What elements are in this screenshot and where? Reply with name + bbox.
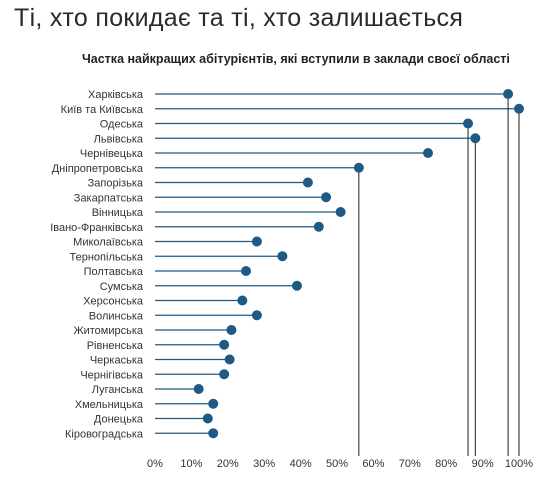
data-point — [514, 103, 524, 114]
data-point — [503, 89, 514, 99]
data-point — [193, 384, 204, 394]
category-label: Волинська — [89, 310, 144, 322]
category-label: Тернопільська — [70, 251, 144, 263]
x-tick-label: 100% — [505, 458, 533, 470]
category-label: Житомирська — [73, 325, 143, 337]
category-label: Рівненська — [87, 340, 144, 352]
category-label: Харківська — [88, 89, 144, 101]
data-point — [302, 177, 313, 188]
stem-layer — [155, 93, 519, 434]
data-point — [202, 413, 213, 424]
category-label: Чернівецька — [80, 148, 144, 160]
category-label: Дніпропетровська — [52, 163, 144, 175]
category-labels: Харківська Київ та Київська Одеська Львівсь… — [50, 89, 144, 440]
category-label: Полтавська — [84, 266, 144, 278]
category-label: Миколаївська — [73, 237, 144, 249]
data-point — [208, 398, 219, 409]
x-tick-label: 0% — [147, 458, 163, 470]
x-tick-label: 10% — [180, 458, 202, 470]
marker-layer — [193, 89, 524, 439]
category-label: Закарпатська — [74, 192, 144, 204]
x-tick-label: 80% — [435, 458, 457, 470]
data-point — [423, 148, 433, 158]
category-label: Вінницька — [92, 207, 144, 219]
data-point — [291, 280, 302, 291]
category-label: Хмельницька — [75, 399, 144, 411]
page-title: Ті, хто покидає та ті, хто залишається — [14, 4, 464, 32]
category-label: Кіровоградська — [65, 428, 144, 440]
chart-title: Частка найкращих абітурієнтів, які вступ… — [82, 52, 510, 66]
data-point — [470, 133, 481, 144]
data-point — [353, 162, 364, 173]
category-label: Донецька — [94, 414, 144, 426]
category-label: Луганська — [92, 384, 144, 396]
category-label: Івано-Франківська — [50, 222, 144, 234]
category-label: Київ та Київська — [61, 104, 144, 116]
data-point — [224, 354, 235, 365]
data-point — [321, 192, 332, 203]
category-label: Одеська — [100, 119, 144, 131]
category-label: Львівська — [94, 133, 144, 145]
category-label: Херсонська — [83, 296, 144, 308]
data-point — [241, 266, 251, 276]
category-label: Запорізька — [88, 178, 144, 190]
data-point — [251, 236, 262, 247]
data-point — [219, 339, 230, 350]
category-label: Черкаська — [90, 355, 144, 367]
data-point — [219, 369, 230, 380]
category-label: Сумська — [100, 281, 144, 293]
data-point — [335, 207, 346, 217]
data-point — [463, 118, 474, 129]
category-label: Чернігівська — [80, 369, 144, 381]
data-point — [251, 310, 262, 321]
dropline-layer — [358, 94, 520, 456]
x-tick-label: 70% — [399, 458, 421, 470]
x-tick-label: 60% — [362, 458, 384, 470]
data-point — [277, 251, 288, 262]
x-tick-label: 90% — [472, 458, 494, 470]
x-tick-label: 40% — [290, 458, 312, 470]
x-axis-ticks: 0% 10% 20% 30% 40% 50% 60% 70% 80% 90% 100% — [147, 458, 533, 470]
data-point — [226, 325, 237, 335]
x-tick-label: 30% — [253, 458, 275, 470]
data-point — [313, 221, 324, 232]
x-tick-label: 20% — [217, 458, 239, 470]
data-point — [208, 428, 219, 439]
x-tick-label: 50% — [326, 458, 348, 470]
data-point — [237, 295, 248, 306]
